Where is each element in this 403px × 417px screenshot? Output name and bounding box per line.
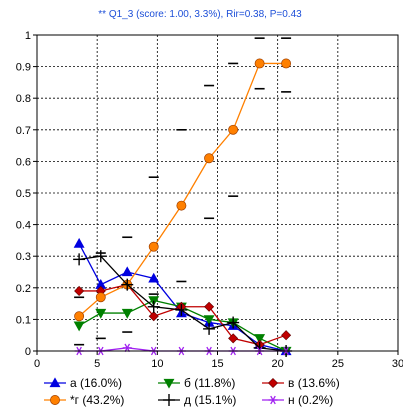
legend: а (16.0%) б (11.8%) в (13.6%) *г (43.2%) д (… xyxy=(44,376,340,407)
legend-label: в (13.6%) xyxy=(288,376,340,390)
legend-item: а (16.0%) xyxy=(44,376,122,390)
x-tick-label: 30 xyxy=(392,358,403,370)
data-point xyxy=(175,303,188,316)
x-tick-label: 10 xyxy=(151,358,163,370)
data-point xyxy=(74,311,85,322)
data-point xyxy=(228,333,239,344)
data-point xyxy=(281,330,292,341)
legend-marker xyxy=(49,377,61,388)
legend-item: н (0.2%) xyxy=(262,393,333,407)
legend-label: н (0.2%) xyxy=(288,393,333,407)
data-point xyxy=(204,301,215,312)
marker-asterisk-stroke xyxy=(270,395,276,405)
y-tick-label: 0.1 xyxy=(16,314,31,326)
confidence-bars xyxy=(74,37,292,346)
data-point xyxy=(204,153,215,164)
x-tick-label: 0 xyxy=(34,358,40,370)
data-point xyxy=(254,334,266,344)
data-point xyxy=(203,315,215,326)
x-tick-label: 25 xyxy=(332,358,344,370)
data-point xyxy=(73,237,85,248)
marker-asterisk-stroke xyxy=(124,343,131,353)
legend-item: б (11.8%) xyxy=(158,376,235,390)
x-tick-label: 20 xyxy=(272,358,284,370)
y-tick-label: 0.5 xyxy=(16,188,31,200)
y-tick-label: 0.6 xyxy=(16,156,31,168)
y-tick-label: 0.4 xyxy=(16,220,31,232)
y-tick-label: 0.2 xyxy=(16,283,31,295)
legend-marker xyxy=(163,394,175,406)
legend-marker xyxy=(267,377,279,389)
data-point xyxy=(95,308,107,319)
data-point xyxy=(74,285,85,296)
legend-label: *г (43.2%) xyxy=(70,393,124,407)
legend-label: а (16.0%) xyxy=(70,376,122,390)
y-tick-label: 1 xyxy=(25,30,31,42)
legend-marker xyxy=(163,378,175,389)
data-point xyxy=(254,58,265,69)
y-tick-label: 0.7 xyxy=(16,125,31,137)
data-point xyxy=(147,300,160,313)
data-point xyxy=(73,253,86,266)
data-point xyxy=(95,292,106,303)
axes: 00.10.20.30.40.50.60.70.80.910 5 10 15 20 25 3… xyxy=(16,30,403,370)
legend-item: *г (43.2%) xyxy=(44,393,124,407)
y-tick-label: 0 xyxy=(25,346,31,358)
data-point xyxy=(94,250,107,263)
legend-label: д (15.1%) xyxy=(184,393,236,407)
data-point xyxy=(148,311,159,322)
y-tick-label: 0.8 xyxy=(16,93,31,105)
y-tick-label: 0.9 xyxy=(16,62,31,74)
data-point xyxy=(121,278,134,291)
legend-item: д (15.1%) xyxy=(158,393,236,407)
data-point xyxy=(73,321,85,332)
data-point xyxy=(203,322,216,335)
data-point xyxy=(122,343,132,353)
legend-marker xyxy=(268,395,278,405)
data-point xyxy=(121,308,133,319)
data-point xyxy=(227,316,240,329)
legend-marker xyxy=(50,395,60,405)
y-tick-label: 0.3 xyxy=(16,251,31,263)
data-point xyxy=(121,266,133,277)
chart-title: ** Q1_3 (score: 1.00, 3.3%), Rir=0.38, P… xyxy=(98,9,302,20)
data-point xyxy=(148,241,159,252)
x-tick-label: 15 xyxy=(211,358,223,370)
legend-label: б (11.8%) xyxy=(184,376,235,390)
x-tick-label: 5 xyxy=(94,358,100,370)
data-point xyxy=(228,124,239,135)
data-point xyxy=(281,58,292,69)
data-point xyxy=(176,200,187,211)
data-point xyxy=(148,272,160,283)
legend-item: в (13.6%) xyxy=(262,376,340,390)
